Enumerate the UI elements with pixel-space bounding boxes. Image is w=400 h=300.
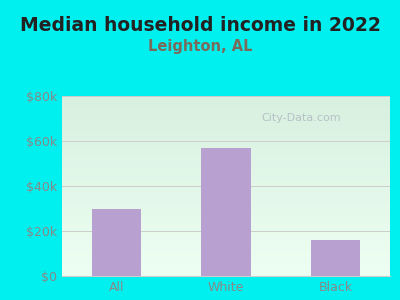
Bar <box>92 208 141 276</box>
Bar <box>311 240 360 276</box>
Text: Leighton, AL: Leighton, AL <box>148 39 252 54</box>
Text: Median household income in 2022: Median household income in 2022 <box>20 16 380 35</box>
Text: City-Data.com: City-Data.com <box>262 112 341 123</box>
Bar <box>201 148 250 276</box>
